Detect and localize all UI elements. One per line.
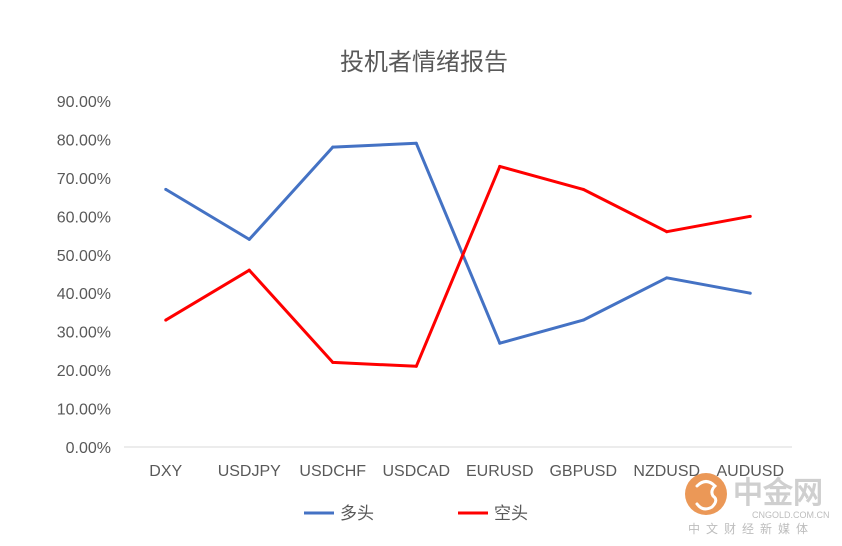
data-point bbox=[164, 187, 168, 191]
data-point bbox=[331, 360, 335, 364]
y-tick-label: 60.00% bbox=[57, 209, 111, 226]
data-point bbox=[331, 145, 335, 149]
series-short bbox=[164, 164, 752, 368]
watermark-tagline: 中文财经新媒体 bbox=[688, 521, 814, 536]
y-tick-label: 10.00% bbox=[57, 402, 111, 419]
data-point bbox=[665, 276, 669, 280]
x-tick-label: DXY bbox=[149, 463, 182, 480]
x-tick-label: USDJPY bbox=[218, 463, 281, 480]
x-tick-label: NZDUSD bbox=[633, 463, 700, 480]
data-point bbox=[247, 237, 251, 241]
y-tick-label: 90.00% bbox=[57, 94, 111, 111]
data-point bbox=[665, 230, 669, 234]
series-long bbox=[164, 141, 752, 345]
x-axis: DXY USDJPY USDCHF USDCAD EURUSD GBPUSD NZDUSD A… bbox=[149, 463, 784, 480]
x-tick-label: EURUSD bbox=[466, 463, 534, 480]
watermark: 中金网 CNGOLD.COM.CN 中文财经新媒体 bbox=[685, 473, 830, 536]
data-point bbox=[164, 318, 168, 322]
data-point bbox=[414, 141, 418, 145]
series-line bbox=[165, 141, 751, 345]
series-line bbox=[165, 164, 751, 368]
data-point bbox=[498, 341, 502, 345]
y-tick-label: 70.00% bbox=[57, 171, 111, 188]
brand-logo-icon bbox=[685, 473, 727, 515]
y-tick-label: 50.00% bbox=[57, 248, 111, 265]
x-tick-label: USDCAD bbox=[382, 463, 450, 480]
y-tick-label: 0.00% bbox=[66, 440, 111, 457]
watermark-name: 中金网 bbox=[733, 476, 823, 511]
x-tick-label: AUDUSD bbox=[716, 463, 784, 480]
data-point bbox=[581, 187, 585, 191]
x-tick-label: GBPUSD bbox=[549, 463, 617, 480]
data-point bbox=[414, 364, 418, 368]
y-tick-label: 80.00% bbox=[57, 132, 111, 149]
data-point bbox=[581, 318, 585, 322]
chart-title: 投机者情绪报告 bbox=[340, 48, 508, 76]
legend: 多头 空头 bbox=[304, 504, 528, 524]
y-tick-label: 40.00% bbox=[57, 286, 111, 303]
legend-label-long: 多头 bbox=[340, 504, 374, 524]
y-axis: 0.00% 10.00% 20.00% 30.00% 40.00% 50.00% 60.00… bbox=[57, 94, 111, 457]
data-point bbox=[498, 164, 502, 168]
y-tick-label: 30.00% bbox=[57, 325, 111, 342]
legend-label-short: 空头 bbox=[494, 504, 528, 524]
series-layer bbox=[164, 141, 752, 368]
data-point bbox=[247, 268, 251, 272]
y-tick-label: 20.00% bbox=[57, 363, 111, 380]
data-point bbox=[748, 291, 752, 295]
x-tick-label: USDCHF bbox=[299, 463, 366, 480]
watermark-site: CNGOLD.COM.CN bbox=[752, 510, 830, 520]
data-point bbox=[748, 214, 752, 218]
